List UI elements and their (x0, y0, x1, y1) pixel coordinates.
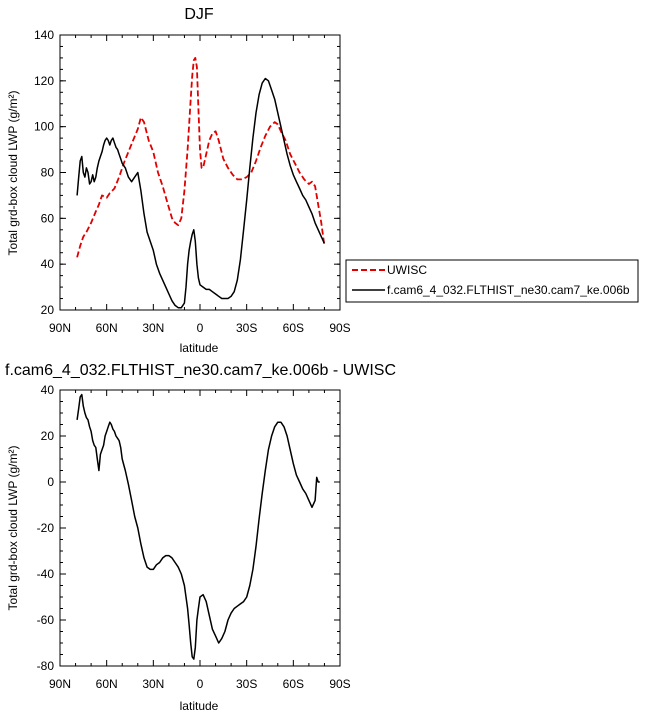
bottom-y-tick-label: -40 (37, 567, 55, 581)
legend-box (345, 259, 639, 303)
top-series-line-0 (76, 57, 326, 258)
top-x-tick-label: 60N (96, 321, 118, 335)
top-series (76, 57, 326, 309)
bottom-y-tick-label: -80 (37, 659, 55, 673)
bottom-x-tick-label: 0 (197, 677, 204, 691)
top-y-tick-label: 40 (41, 257, 55, 271)
bottom-panel: f.cam6_4_032.FLTHIST_ne30.cam7_ke.006b -… (5, 362, 396, 713)
bottom-y-tick-label: 0 (47, 475, 54, 489)
bottom-y-axis-label: Total grd-box cloud LWP (g/m²) (6, 446, 20, 611)
bottom-axes: 90N 60N 30N 0 30S 60S 90S -80 -60 -40 -20 0 20 40 (37, 383, 351, 691)
top-series-line-1 (76, 77, 326, 309)
bottom-x-tick-label: 60N (96, 677, 118, 691)
bottom-y-tick-label: -20 (37, 521, 55, 535)
legend: UWISC f.cam6_4_032.FLTHIST_ne30.cam7_ke.… (345, 259, 639, 303)
top-y-tick-label: 60 (41, 211, 55, 225)
bottom-x-tick-label: 60S (283, 677, 304, 691)
top-y-tick-label: 20 (41, 303, 55, 317)
top-y-tick-label: 140 (34, 28, 54, 42)
top-y-tick-label: 100 (34, 120, 54, 134)
top-x-tick-label: 90N (49, 321, 71, 335)
top-axes: 90N 60N 30N 0 30S 60S 90S 20 40 60 80 100 120 140 (34, 28, 351, 335)
top-x-tick-label: 30N (142, 321, 164, 335)
bottom-plot-frame (59, 389, 341, 667)
top-plot-frame (59, 34, 341, 311)
bottom-chart-title: f.cam6_4_032.FLTHIST_ne30.cam7_ke.006b -… (5, 362, 396, 379)
top-x-tick-label: 90S (329, 321, 350, 335)
bottom-series (76, 393, 320, 660)
bottom-series-line-0 (76, 393, 320, 660)
top-y-tick-label: 120 (34, 74, 54, 88)
legend-label-uwisc: UWISC (387, 263, 427, 277)
top-chart-title: DJF (184, 6, 214, 23)
top-x-tick-label: 60S (283, 321, 304, 335)
bottom-y-tick-label: 40 (41, 383, 55, 397)
bottom-x-tick-label: 30N (142, 677, 164, 691)
legend-label-model: f.cam6_4_032.FLTHIST_ne30.cam7_ke.006b (387, 283, 630, 297)
top-x-tick-label: 0 (197, 321, 204, 335)
bottom-x-axis-label: latitude (180, 699, 219, 713)
bottom-y-tick-label: -60 (37, 613, 55, 627)
top-y-tick-label: 80 (41, 166, 55, 180)
top-x-tick-label: 30S (236, 321, 257, 335)
bottom-x-tick-label: 30S (236, 677, 257, 691)
bottom-x-tick-label: 90N (49, 677, 71, 691)
bottom-x-tick-label: 90S (329, 677, 350, 691)
bottom-y-tick-label: 20 (41, 429, 55, 443)
top-y-axis-label: Total grd-box cloud LWP (g/m²) (6, 91, 20, 256)
top-panel: DJF 90N 60N 30N 0 30S 60S 90S 20 40 60 80 100 120 140… (6, 6, 639, 355)
top-x-axis-label: latitude (180, 341, 219, 355)
